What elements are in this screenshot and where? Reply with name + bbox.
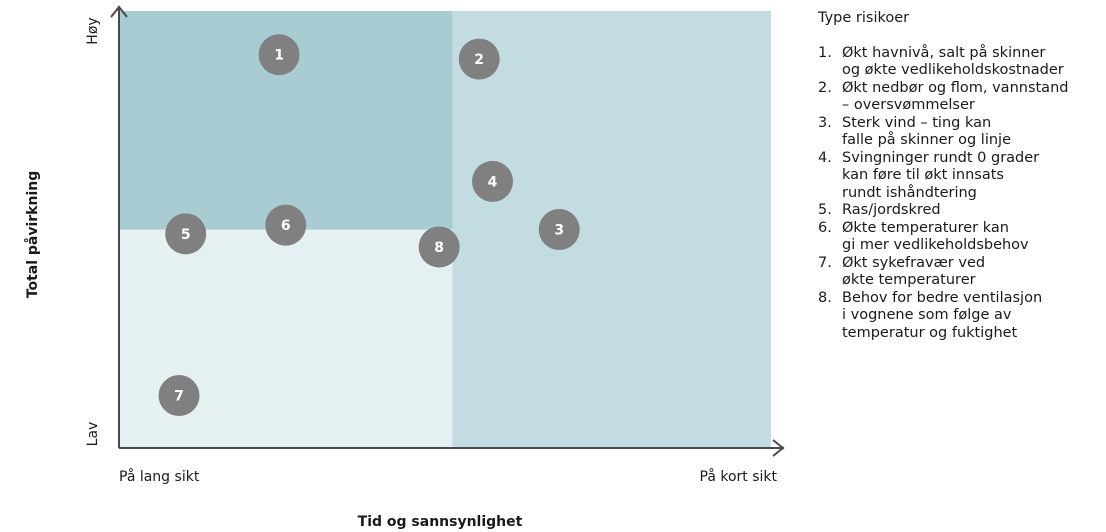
y-tick-label-high: Høy [85, 17, 101, 44]
legend-item-text: Økte temperaturer kan gi mer vedlikehold… [842, 219, 1029, 254]
legend-item: 7. Økt sykefravær ved økte temperaturer [818, 255, 1106, 290]
data-point-label: 3 [554, 223, 564, 239]
legend-item-number: 4. [818, 149, 832, 166]
legend-item-text: Økt sykefravær ved økte temperaturer [842, 254, 986, 289]
data-point-marker [258, 34, 300, 76]
legend-item-text: Økt havnivå, salt på skinner og økte ved… [842, 44, 1064, 79]
x-axis-arrow [772, 439, 785, 457]
legend-item: 5. Ras/jordskred [818, 202, 1106, 220]
legend-item-number: 2. [818, 79, 832, 96]
x-tick-label-left: På lang sikt [119, 468, 200, 485]
legend-item: 6. Økte temperaturer kan gi mer vedlikeho… [818, 220, 1106, 255]
legend-item-text: Sterk vind – ting kan falle på skinner o… [842, 114, 1012, 149]
legend-item-text: Behov for bedre ventilasjon i vognene so… [842, 289, 1043, 341]
risk-matrix-chart: Høy Lav På lang sikt På kort sikt Tid og… [24, 5, 785, 530]
data-point-marker [418, 226, 460, 268]
y-tick-label-low: Lav [85, 422, 101, 447]
legend-item: 2. Økt nedbør og flom, vannstand – oversv… [818, 80, 1106, 115]
legend-item: 1. Økt havnivå, salt på skinner og økte v… [818, 45, 1106, 80]
legend-item-number: 5. [818, 202, 832, 218]
data-point-4: 4 [472, 160, 514, 202]
legend-item-text: Svingninger rundt 0 grader kan føre til … [842, 149, 1040, 201]
data-point-marker [538, 209, 580, 250]
data-points: 1 2 3 4 5 6 7 8 [158, 34, 580, 417]
legend-item-number: 1. [818, 44, 832, 61]
legend-item-number: 7. [818, 254, 832, 271]
data-point-marker [265, 204, 307, 246]
data-point-marker [165, 213, 207, 255]
data-point-label: 8 [434, 240, 444, 256]
data-point-1: 1 [258, 34, 300, 76]
legend-item-number: 6. [818, 219, 832, 236]
data-point-label: 4 [488, 174, 498, 190]
legend-item: 3. Sterk vind – ting kan falle på skinner… [818, 115, 1106, 150]
legend: Type risikoer 1. Økt havnivå, salt på ski… [818, 10, 1106, 342]
legend-item-text: Økt nedbør og flom, vannstand – oversvøm… [842, 79, 1069, 114]
legend-item-number: 8. [818, 289, 832, 306]
data-point-label: 1 [274, 48, 284, 64]
data-point-8: 8 [418, 226, 460, 268]
y-axis-arrow [110, 5, 128, 18]
legend-item-text: Ras/jordskred [842, 202, 941, 218]
data-point-6: 6 [265, 204, 307, 246]
legend-item: 8. Behov for bedre ventilasjon i vognene … [818, 290, 1106, 343]
data-point-5: 5 [165, 213, 207, 255]
data-point-marker [458, 38, 500, 80]
axes [110, 5, 785, 457]
y-axis-title: Total påvirkning [24, 171, 41, 298]
data-point-label: 2 [474, 52, 484, 68]
data-point-2: 2 [458, 38, 500, 80]
legend-item-number: 3. [818, 114, 832, 131]
data-point-label: 5 [181, 227, 191, 243]
legend-item: 4. Svingninger rundt 0 grader kan føre ti… [818, 150, 1106, 203]
data-point-3: 3 [538, 209, 580, 250]
axis-labels: Høy Lav På lang sikt På kort sikt Tid og… [24, 17, 778, 530]
data-point-label: 7 [174, 389, 184, 405]
quadrant-low-long [119, 229, 453, 448]
x-axis-title: Tid og sannsynlighet [358, 514, 523, 530]
legend-title: Type risikoer [818, 10, 910, 26]
quadrant-low-short [452, 229, 771, 448]
data-point-marker [472, 160, 514, 202]
data-point-marker [158, 375, 200, 417]
data-point-label: 6 [281, 218, 291, 234]
legend-list: 1. Økt havnivå, salt på skinner og økte v… [818, 45, 1106, 343]
x-tick-label-right: På kort sikt [700, 468, 778, 485]
data-point-7: 7 [158, 375, 200, 417]
